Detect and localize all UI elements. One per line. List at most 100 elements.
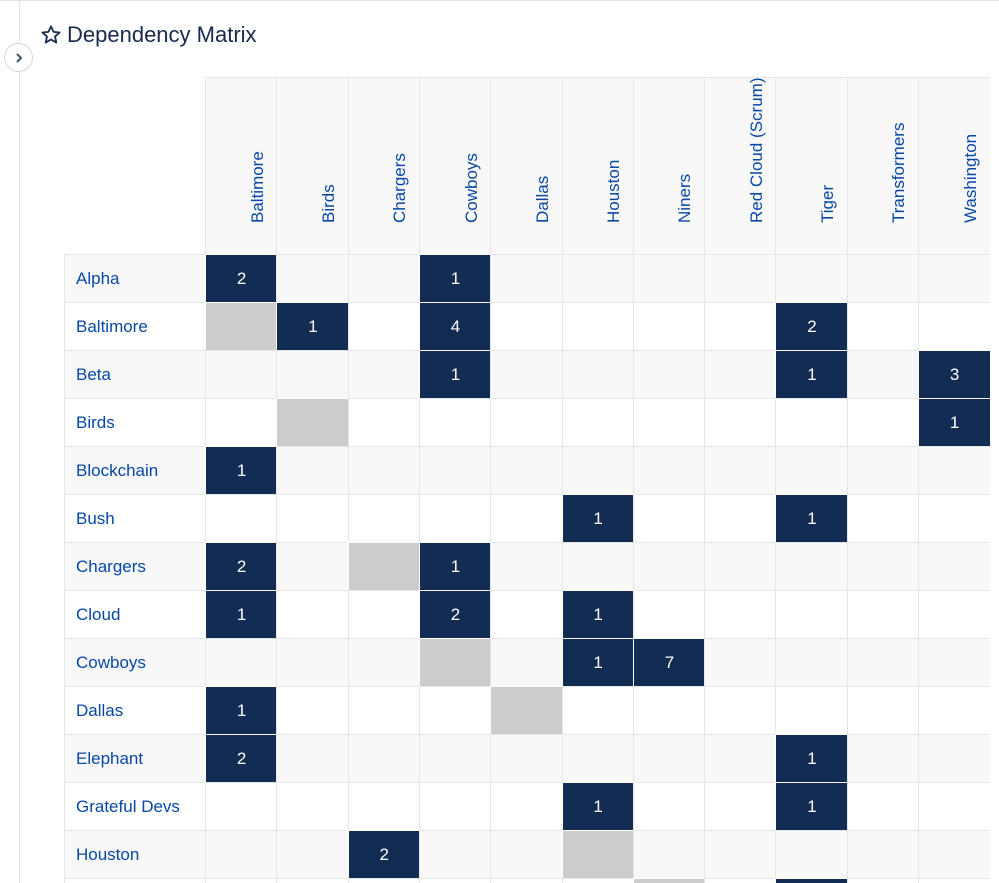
matrix-cell-empty — [347, 782, 420, 831]
matrix-cell-empty — [704, 686, 777, 735]
matrix-cell-dependency[interactable]: 1 — [418, 254, 492, 303]
column-header-label[interactable]: Niners — [675, 173, 695, 223]
matrix-cell-dependency[interactable]: 2 — [347, 830, 420, 879]
matrix-cell-empty — [418, 830, 492, 879]
matrix-cell-empty — [704, 446, 777, 495]
row-label-blockchain[interactable]: Blockchain — [64, 446, 205, 495]
row-label-beta[interactable]: Beta — [64, 350, 205, 399]
column-header-label[interactable]: Baltimore — [247, 151, 267, 223]
matrix-cell-empty — [347, 302, 420, 351]
column-header-label[interactable]: Washington — [960, 133, 980, 223]
matrix-cell-empty — [704, 878, 777, 883]
matrix-cell-empty — [704, 638, 777, 687]
matrix-cell-empty — [205, 350, 278, 399]
matrix-cell-empty — [418, 734, 492, 783]
matrix-cell-empty — [846, 302, 919, 351]
matrix-cell-dependency[interactable]: 1 — [418, 350, 492, 399]
matrix-cell-empty — [846, 398, 919, 447]
matrix-cell-empty — [276, 542, 349, 591]
matrix-cell-dependency[interactable]: 1 — [561, 590, 634, 639]
matrix-cell-dependency[interactable]: 1 — [775, 734, 848, 783]
column-header-label[interactable]: Tiger — [818, 184, 838, 223]
matrix-cell-empty — [775, 398, 848, 447]
column-header-label[interactable]: Birds — [318, 184, 338, 223]
matrix-cell-empty — [276, 590, 349, 639]
matrix-cell-empty — [775, 638, 848, 687]
row-label-chargers[interactable]: Chargers — [64, 542, 205, 591]
matrix-cell-empty — [347, 878, 420, 883]
matrix-cell-dependency[interactable]: 1 — [561, 782, 634, 831]
column-header-label[interactable]: Dallas — [532, 175, 552, 223]
page-header: Dependency Matrix — [40, 19, 257, 51]
column-header-label[interactable]: Cowboys — [461, 153, 481, 223]
matrix-cell-empty — [632, 446, 706, 495]
column-header-label[interactable]: Houston — [604, 159, 624, 223]
matrix-cell-dependency[interactable]: 1 — [775, 782, 848, 831]
chevron-right-icon — [16, 53, 22, 62]
matrix-cell-empty — [418, 686, 492, 735]
matrix-cell-dependency[interactable]: 1 — [918, 398, 991, 447]
row-label-cloud[interactable]: Cloud — [64, 590, 205, 639]
matrix-cell-dependency[interactable]: 1 — [775, 494, 848, 543]
matrix-cell-empty — [918, 734, 991, 783]
column-header-label[interactable]: Red Cloud (Scrum) — [746, 77, 766, 224]
matrix-cell-dependency[interactable]: 2 — [205, 542, 278, 591]
matrix-cell-empty — [347, 254, 420, 303]
row-label-houston[interactable]: Houston — [64, 830, 205, 879]
matrix-cell-dependency[interactable] — [775, 878, 848, 883]
matrix-cell-empty — [846, 830, 919, 879]
row-label-cowboys[interactable]: Cowboys — [64, 638, 205, 687]
row-label-dallas[interactable]: Dallas — [64, 686, 205, 735]
matrix-cell-dependency[interactable]: 1 — [561, 494, 634, 543]
column-header-chargers: Chargers — [347, 77, 420, 255]
matrix-cell-empty — [561, 350, 634, 399]
row-label-grateful-devs[interactable]: Grateful Devs — [64, 782, 205, 831]
column-header-baltimore: Baltimore — [205, 77, 278, 255]
matrix-cell-dependency[interactable]: 1 — [775, 350, 848, 399]
matrix-cell-empty — [704, 254, 777, 303]
matrix-cell-empty — [918, 542, 991, 591]
matrix-cell-empty — [347, 590, 420, 639]
matrix-cell-dependency[interactable]: 1 — [205, 686, 278, 735]
row-label-baltimore[interactable]: Baltimore — [64, 302, 205, 351]
matrix-cell-dependency[interactable]: 1 — [561, 638, 634, 687]
matrix-cell-empty — [490, 542, 563, 591]
matrix-cell-empty — [561, 542, 634, 591]
matrix-cell-empty — [490, 638, 563, 687]
star-outline-icon[interactable] — [40, 24, 62, 46]
matrix-cell-dependency[interactable]: 4 — [418, 302, 492, 351]
matrix-cell-dependency[interactable]: 2 — [205, 734, 278, 783]
column-header-label[interactable]: Chargers — [390, 153, 410, 223]
matrix-cell-dependency[interactable]: 1 — [205, 446, 278, 495]
matrix-cell-empty — [918, 878, 991, 883]
matrix-cell-empty — [490, 398, 563, 447]
matrix-cell-dependency[interactable]: 1 — [276, 302, 349, 351]
row-label-alpha[interactable]: Alpha — [64, 254, 205, 303]
matrix-cell-empty — [632, 686, 706, 735]
matrix-cell-dependency[interactable]: 2 — [205, 254, 278, 303]
matrix-cell-dependency[interactable]: 2 — [418, 590, 492, 639]
matrix-cell-empty — [775, 686, 848, 735]
matrix-cell-empty — [632, 590, 706, 639]
matrix-cell-empty — [490, 878, 563, 883]
sidebar-toggle-button[interactable] — [4, 43, 33, 72]
matrix-cell-empty — [276, 350, 349, 399]
row-label-birds[interactable]: Birds — [64, 398, 205, 447]
matrix-cell-empty — [846, 638, 919, 687]
matrix-cell-dependency[interactable]: 7 — [632, 638, 706, 687]
matrix-cell-empty — [775, 590, 848, 639]
matrix-cell-empty — [418, 494, 492, 543]
matrix-cell-dependency[interactable]: 3 — [918, 350, 991, 399]
matrix-cell-empty — [918, 830, 991, 879]
matrix-cell-empty — [561, 302, 634, 351]
matrix-cell-dependency[interactable]: 2 — [775, 302, 848, 351]
row-label-bush[interactable]: Bush — [64, 494, 205, 543]
column-header-label[interactable]: Transformers — [889, 122, 909, 223]
column-header-washington: Washington — [918, 77, 991, 255]
matrix-cell-empty — [418, 782, 492, 831]
matrix-cell-empty — [347, 686, 420, 735]
matrix-cell-dependency[interactable]: 1 — [418, 542, 492, 591]
column-header-cowboys: Cowboys — [418, 77, 492, 255]
matrix-cell-dependency[interactable]: 1 — [205, 590, 278, 639]
row-label-elephant[interactable]: Elephant — [64, 734, 205, 783]
